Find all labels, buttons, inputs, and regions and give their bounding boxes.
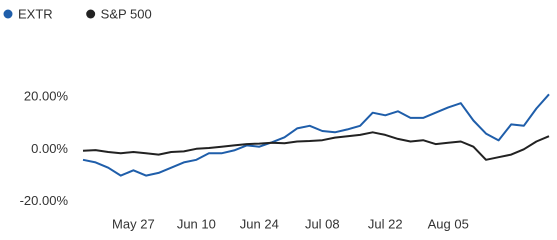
legend-label: EXTR	[18, 6, 53, 21]
y-tick-label: 20.00%	[24, 88, 69, 103]
x-tick-label: Jun 24	[240, 216, 279, 231]
series-line	[82, 93, 550, 177]
x-tick-label: Jun 10	[177, 216, 216, 231]
legend-label: S&P 500	[101, 6, 152, 21]
legend-marker	[3, 9, 13, 19]
legend-marker	[86, 9, 96, 19]
y-tick-label: 0.00%	[31, 141, 68, 156]
x-tick-label: Aug 05	[428, 216, 469, 231]
y-tick-label: -20.00%	[20, 193, 69, 208]
x-tick-label: Jul 08	[305, 216, 340, 231]
series-line	[82, 131, 550, 161]
x-tick-label: May 27	[112, 216, 155, 231]
x-tick-label: Jul 22	[368, 216, 403, 231]
